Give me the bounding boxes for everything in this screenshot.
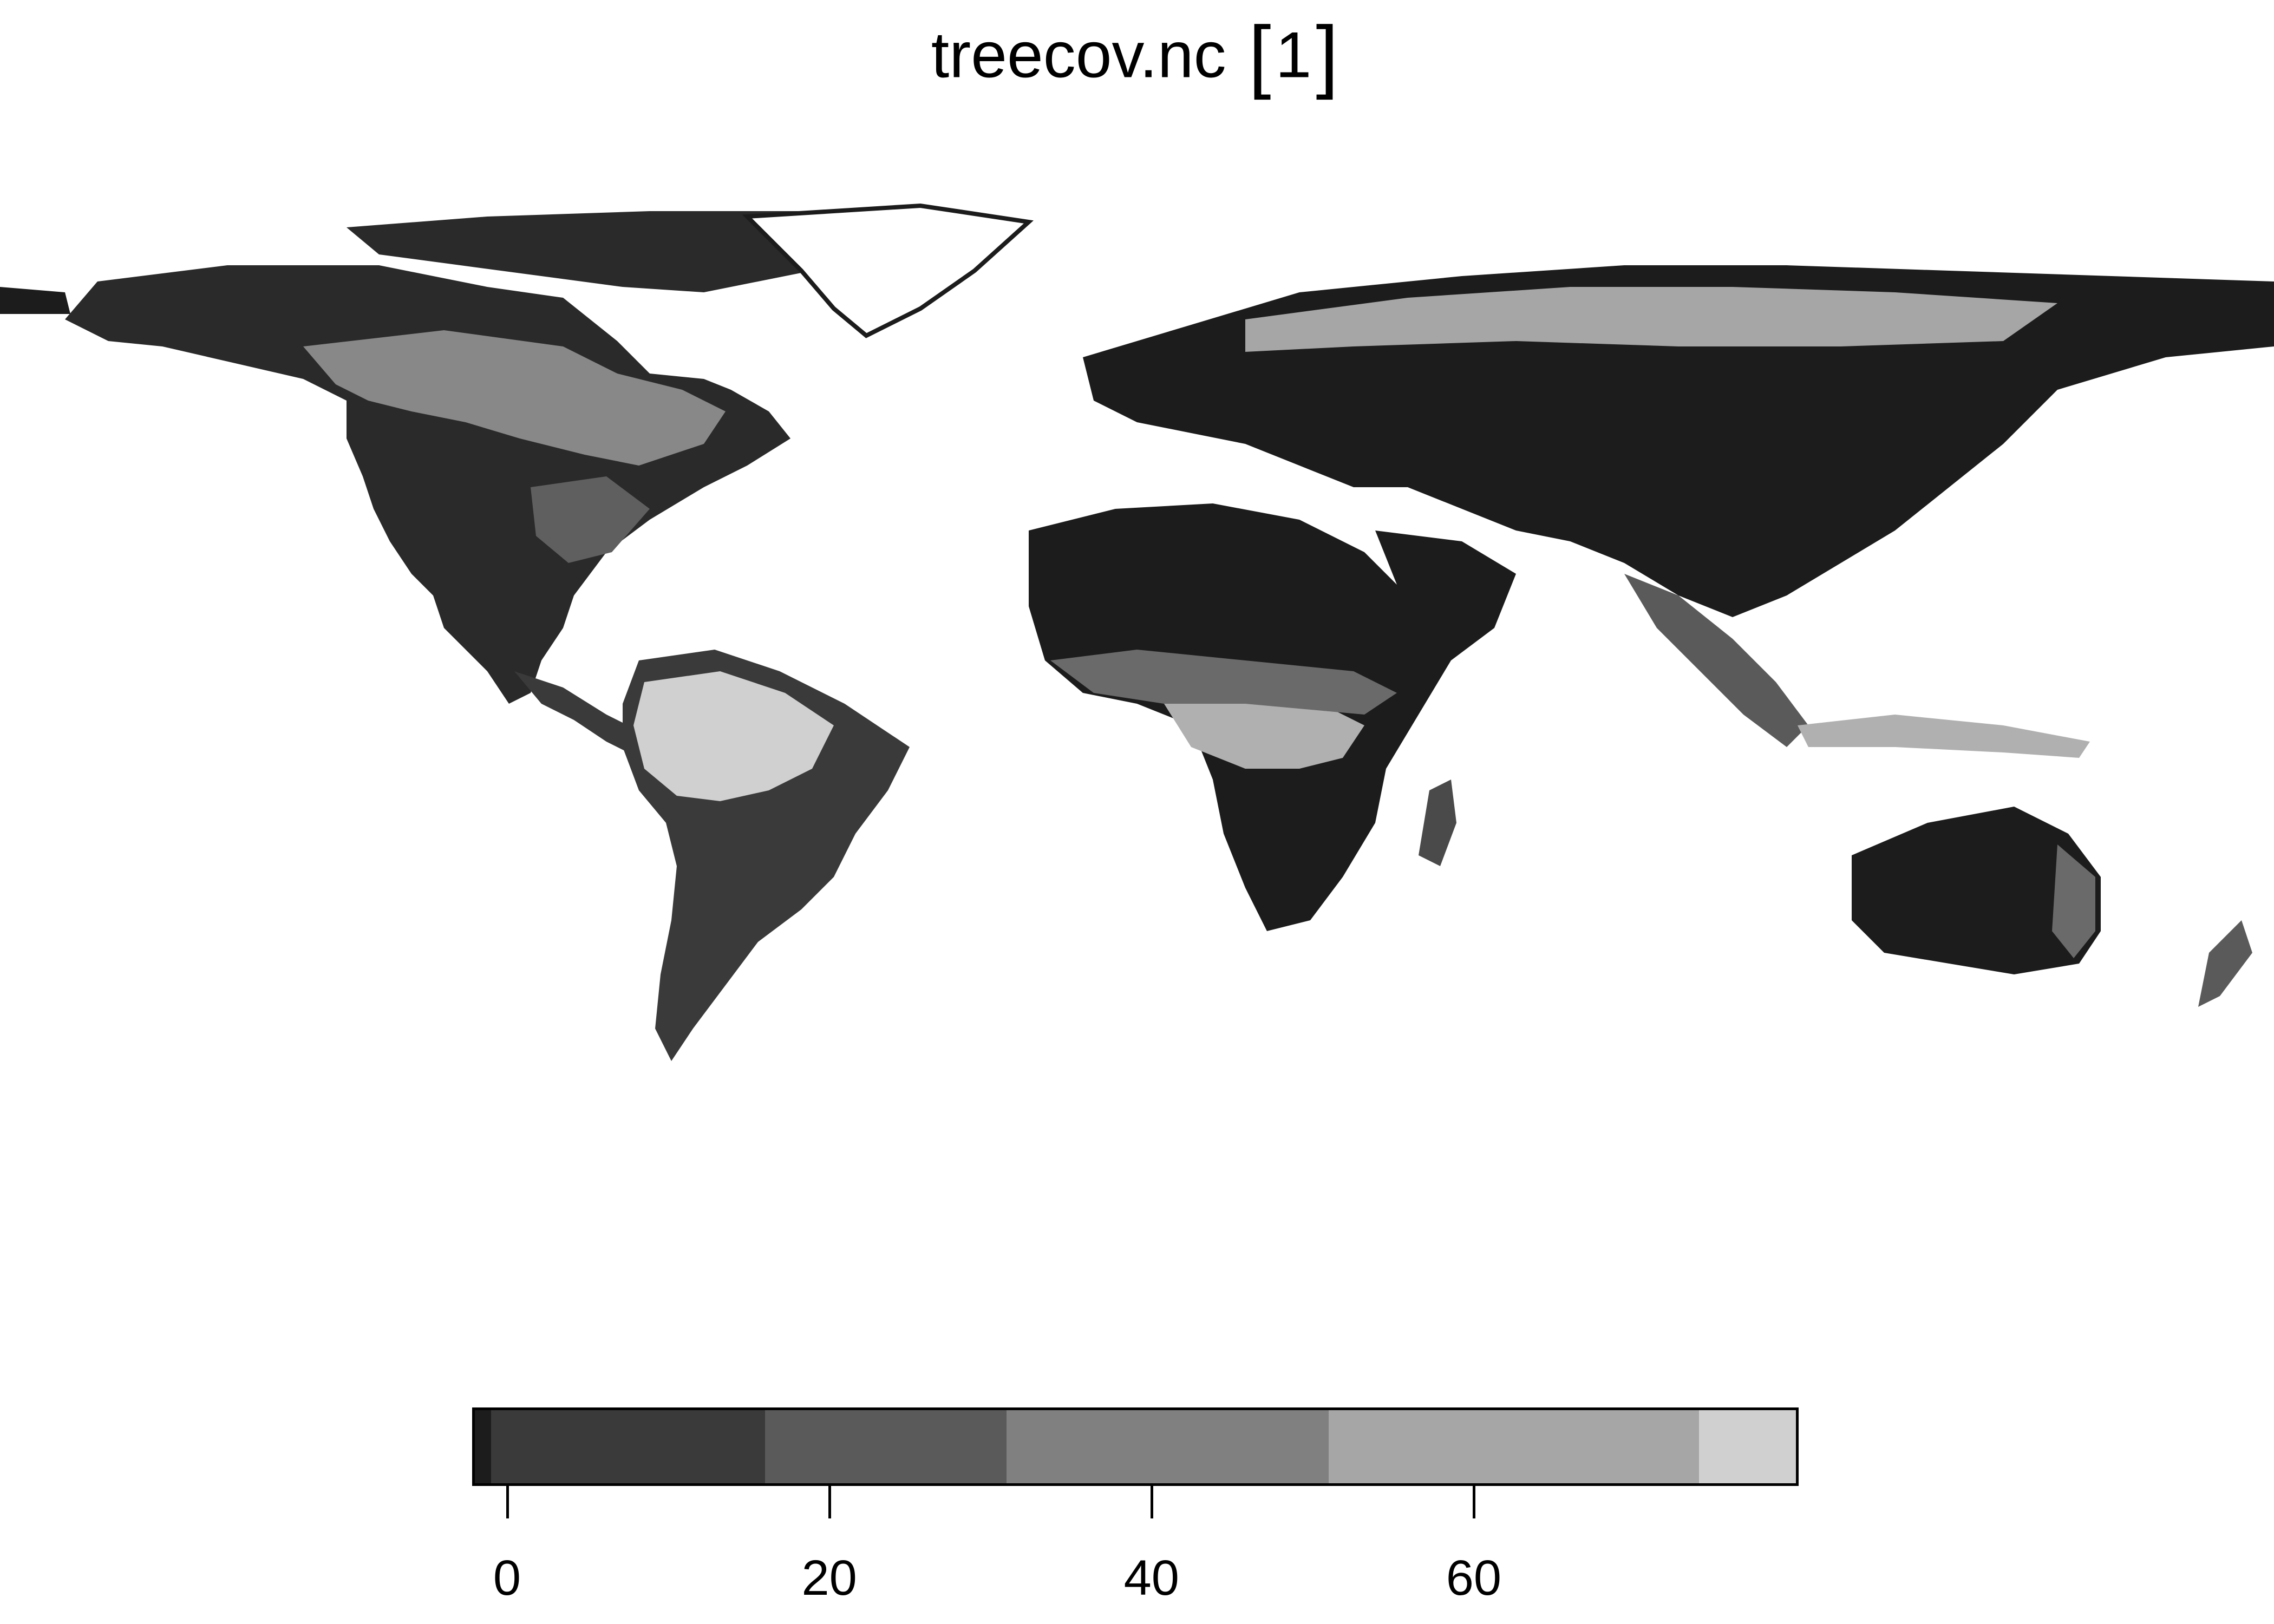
title-index: 1 [1275, 18, 1312, 91]
land-southeast-asia [1624, 574, 1808, 747]
legend-tick-label: 40 [1123, 1550, 1179, 1606]
legend-tick-mark [1150, 1486, 1153, 1518]
land-north-america-east-forest [531, 476, 650, 563]
land-alaska-west-edge [0, 287, 70, 314]
land-australia-east-forest [2052, 844, 2095, 958]
title-bracket-close: ] [1316, 9, 1339, 101]
land-arabia [1375, 531, 1516, 660]
land-australia [1852, 807, 2101, 974]
land-boreal-forest [1245, 287, 2057, 352]
land-greenland [742, 203, 1034, 338]
legend-tick-label: 0 [493, 1550, 521, 1606]
legend-swatch [1699, 1410, 1796, 1483]
land-eurasia [1083, 265, 2274, 617]
legend-swatch [475, 1410, 491, 1483]
land-africa-savanna [1050, 650, 1397, 715]
land-north-america [65, 265, 790, 704]
legend-swatch [1329, 1410, 1700, 1483]
legend-tick-mark [828, 1486, 831, 1518]
legend-swatch [491, 1410, 765, 1483]
land-madagascar [1419, 780, 1456, 866]
world-map-raster [0, 184, 2274, 1083]
legend-swatch [764, 1410, 1007, 1483]
plot-title: treecov.nc [1] [0, 12, 2274, 95]
title-bracket-open: [ [1248, 9, 1271, 101]
legend-tick-mark [1472, 1486, 1475, 1518]
title-text: treecov.nc [931, 18, 1226, 91]
land-indonesia [1798, 715, 2090, 758]
legend-color-bar [472, 1407, 1799, 1486]
land-north-america-forest [303, 330, 726, 466]
land-new-zealand [2198, 920, 2252, 1007]
legend-swatch [1006, 1410, 1329, 1483]
land-amazon-forest [633, 671, 834, 801]
legend-tick-label: 20 [801, 1550, 857, 1606]
land-africa-rainforest [1164, 693, 1364, 769]
legend-tick-mark [506, 1486, 509, 1518]
legend-tick-label: 60 [1446, 1550, 1502, 1606]
map-svg [0, 203, 2274, 1061]
